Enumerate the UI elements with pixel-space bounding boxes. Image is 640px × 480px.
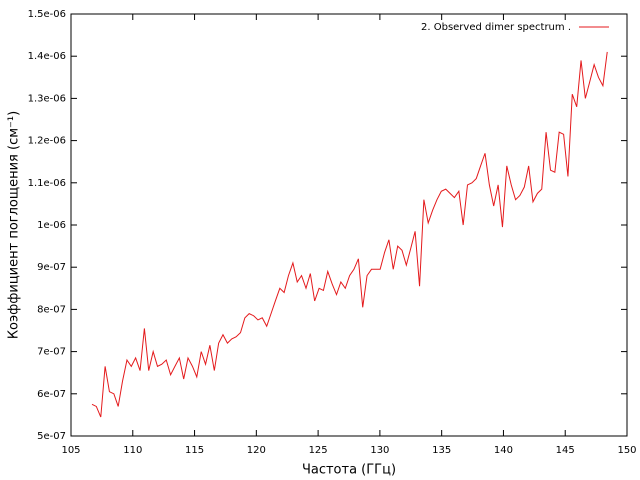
y-axis-label: Коэффициент поглощения (см⁻¹) — [7, 111, 22, 339]
y-tick-label: 9e-07 — [37, 262, 66, 273]
plot-frame — [70, 13, 628, 437]
x-tick-label: 105 — [61, 445, 80, 456]
x-tick-label: 125 — [309, 445, 328, 456]
y-tick-label: 1.3e-06 — [28, 93, 66, 104]
x-tick-label: 130 — [370, 445, 389, 456]
x-axis-label: Частота (ГГц) — [302, 463, 396, 478]
y-tick-label: 8e-07 — [37, 304, 66, 315]
x-tick-label: 140 — [494, 445, 513, 456]
legend-label: 2. Observed dimer spectrum . — [421, 22, 571, 33]
y-tick-label: 1.5e-06 — [28, 9, 66, 20]
x-tick-label: 135 — [432, 445, 451, 456]
y-tick-label: 1.2e-06 — [28, 136, 66, 147]
y-tick-label: 5e-07 — [37, 431, 66, 442]
x-tick-label: 120 — [247, 445, 266, 456]
y-tick-label: 6e-07 — [37, 389, 66, 400]
x-tick-label: 150 — [617, 445, 636, 456]
data-line — [91, 51, 608, 418]
y-tick-label: 1.4e-06 — [28, 51, 66, 62]
y-tick-label: 7e-07 — [37, 347, 66, 358]
y-tick-label: 1.1e-06 — [28, 178, 66, 189]
x-tick-label: 110 — [123, 445, 142, 456]
x-tick-label: 115 — [185, 445, 204, 456]
y-tick-label: 1e-06 — [37, 220, 66, 231]
x-tick-label: 145 — [556, 445, 575, 456]
